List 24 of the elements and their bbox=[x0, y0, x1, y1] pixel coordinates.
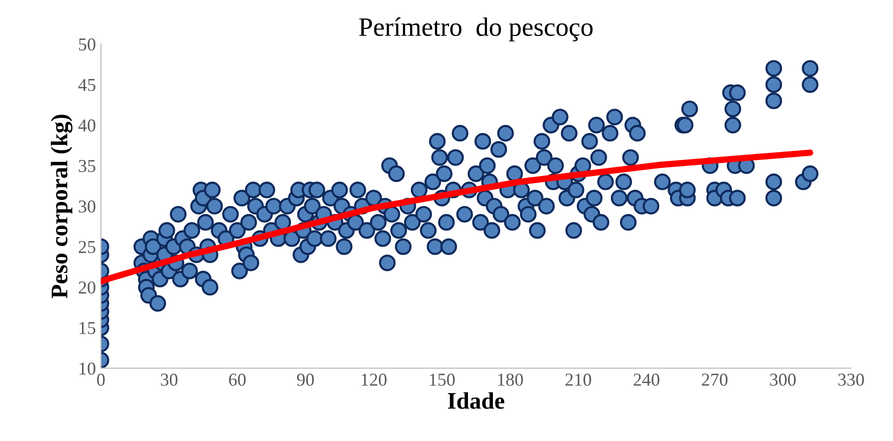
y-tick-label: 10 bbox=[80, 362, 96, 375]
y-tick-label: 45 bbox=[78, 78, 96, 92]
y-tick-label: 25 bbox=[78, 240, 96, 254]
x-axis-title: Idade bbox=[448, 392, 504, 409]
x-tick-label: 150 bbox=[430, 374, 455, 386]
x-tick-label: 30 bbox=[160, 374, 178, 386]
x-tick-label: 300 bbox=[770, 374, 796, 386]
y-tick-label: 20 bbox=[78, 281, 96, 294]
x-tick-label: 90 bbox=[297, 374, 314, 386]
y-tick-label: 40 bbox=[78, 119, 96, 132]
x-tick-label: 120 bbox=[362, 374, 387, 386]
y-tick-label: 50 bbox=[79, 38, 96, 51]
y-tick-label: 30 bbox=[78, 200, 96, 213]
y-tick-label: 15 bbox=[80, 322, 96, 334]
chart-title: Perímetro do pescoço bbox=[359, 17, 593, 42]
x-tick-label: 60 bbox=[229, 374, 246, 386]
x-tick-label: 180 bbox=[498, 374, 523, 386]
y-axis-title: Peso corporal (kg) bbox=[50, 114, 72, 298]
x-tick-label: 270 bbox=[702, 374, 728, 386]
x-tick-label: 210 bbox=[566, 374, 592, 386]
x-tick-label: 0 bbox=[97, 374, 105, 386]
x-tick-label: 330 bbox=[838, 374, 864, 386]
y-tick-label: 35 bbox=[78, 160, 96, 172]
x-tick-label: 240 bbox=[634, 374, 660, 386]
